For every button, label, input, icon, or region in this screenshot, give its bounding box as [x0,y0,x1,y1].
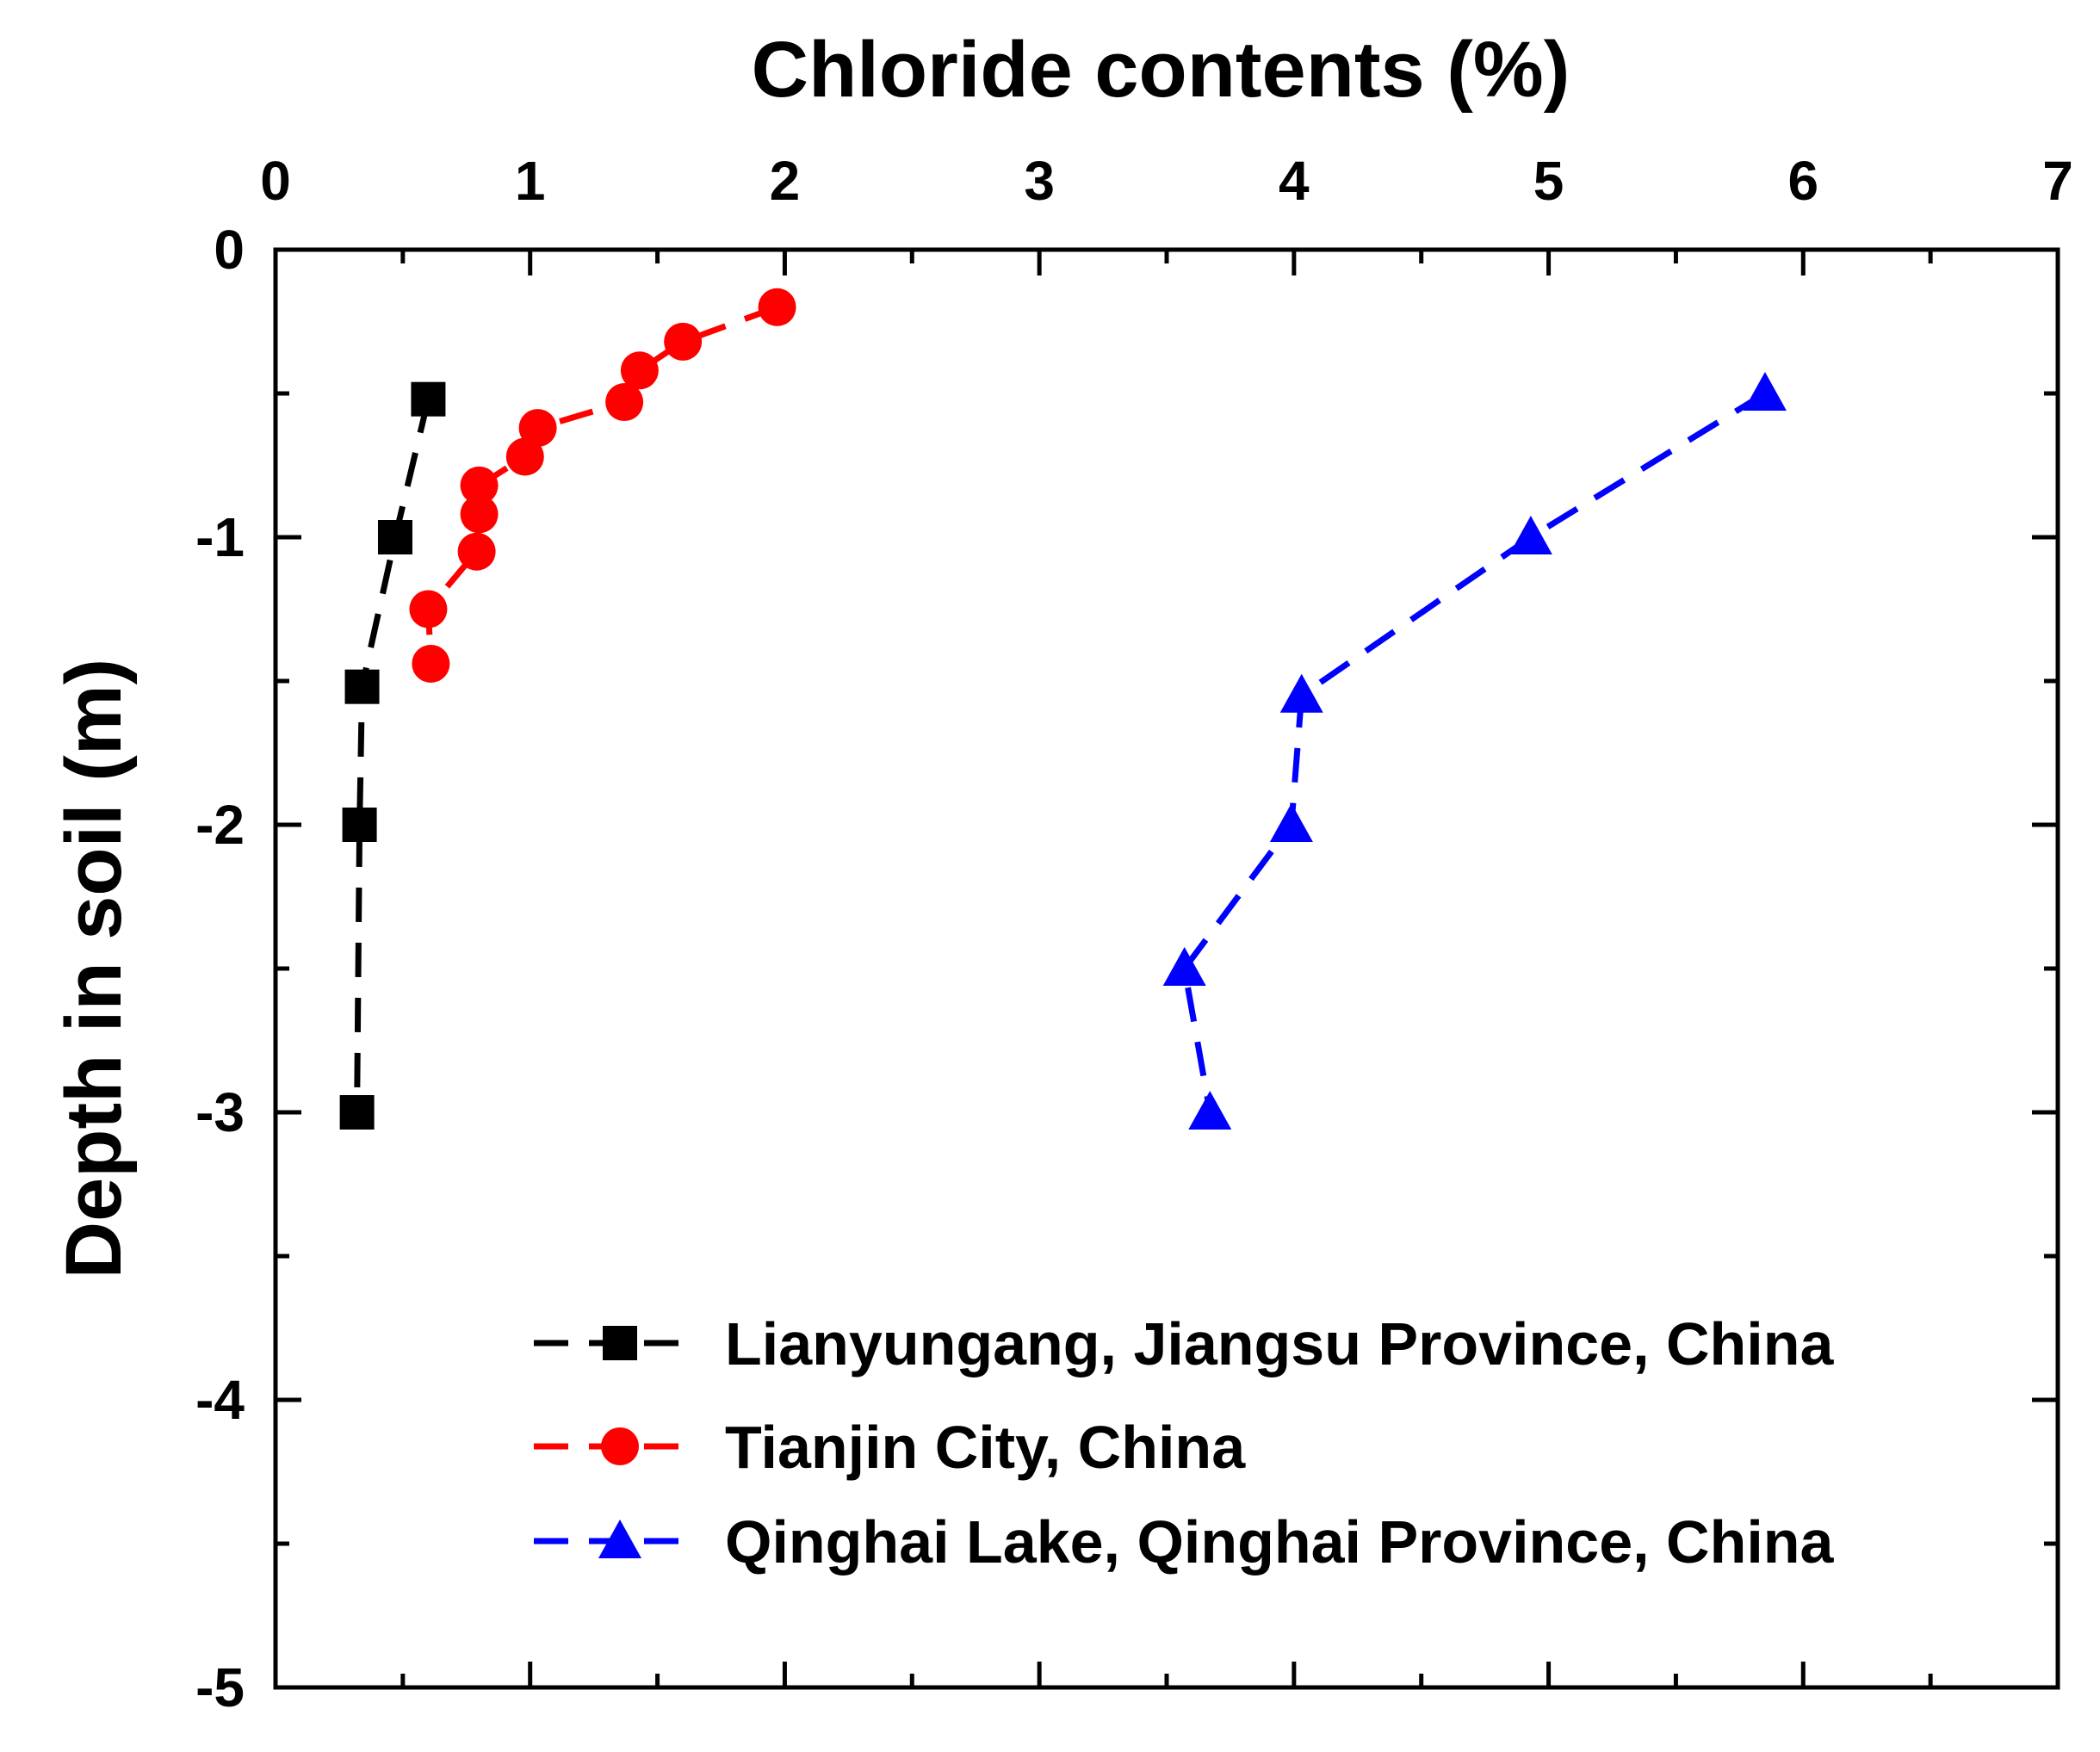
data-point [1269,803,1313,842]
x-tick-label: 1 [515,150,546,212]
data-point [377,520,412,554]
y-tick-label: -1 [195,506,245,568]
data-point [344,669,380,704]
x-tick-label: 5 [1533,150,1564,212]
series-2 [409,288,796,683]
legend-marker [598,1520,641,1558]
series-3 [1162,372,1787,1130]
series-line [354,398,431,1113]
legend: Lianyungang, Jiangsu Province, China Tian… [534,1310,1835,1576]
legend-item: Lianyungang, Jiangsu Province, China [534,1310,1835,1377]
x-axis-title: Chloride contents (%) [752,26,1570,114]
legend-item: Tianjin City, China [534,1414,1246,1481]
y-tick-label: 0 [214,219,245,281]
data-point [1508,516,1552,554]
y-axis-title: Depth in soil (m) [50,659,138,1279]
legend-label: Tianjin City, China [725,1414,1246,1481]
x-tick-label: 7 [2042,150,2073,212]
data-point [1188,1091,1232,1130]
legend-item: Qinghai Lake, Qinghai Province, China [534,1508,1835,1576]
y-tick-label: -4 [195,1369,245,1431]
data-point [460,466,499,505]
data-point [411,381,446,417]
series-layer [339,288,1787,1130]
y-tick-label: -5 [195,1656,245,1718]
x-tick-label: 2 [770,150,801,212]
data-point [505,437,544,476]
x-tick-label: 0 [260,150,291,212]
legend-label: Lianyungang, Jiangsu Province, China [725,1310,1835,1377]
data-point [1162,947,1206,986]
x-tick-label: 4 [1279,150,1310,212]
data-point [457,532,496,571]
data-point [664,322,703,361]
x-tick-label: 3 [1024,150,1055,212]
data-point [412,644,450,683]
data-point [758,288,796,326]
tick-labels: 0 1 2 3 4 5 6 7 0 -1 -2 -3 -4 -5 [195,150,2073,1718]
data-point [605,383,644,422]
y-tick-label: -3 [195,1081,245,1143]
data-point [460,495,499,534]
series-1 [339,381,446,1130]
series-line [1180,391,1767,1113]
data-point [409,590,448,628]
ticks [273,247,2060,1690]
x-tick-label: 6 [1787,150,1818,212]
legend-marker [603,1326,637,1360]
data-point [342,808,377,842]
legend-label: Qinghai Lake, Qinghai Province, China [725,1508,1835,1576]
y-tick-label: -2 [195,794,245,856]
data-point [1279,673,1323,713]
data-point [1743,372,1787,411]
legend-marker [601,1427,639,1465]
data-point [620,351,659,390]
data-point [518,409,557,448]
data-point [339,1095,375,1130]
